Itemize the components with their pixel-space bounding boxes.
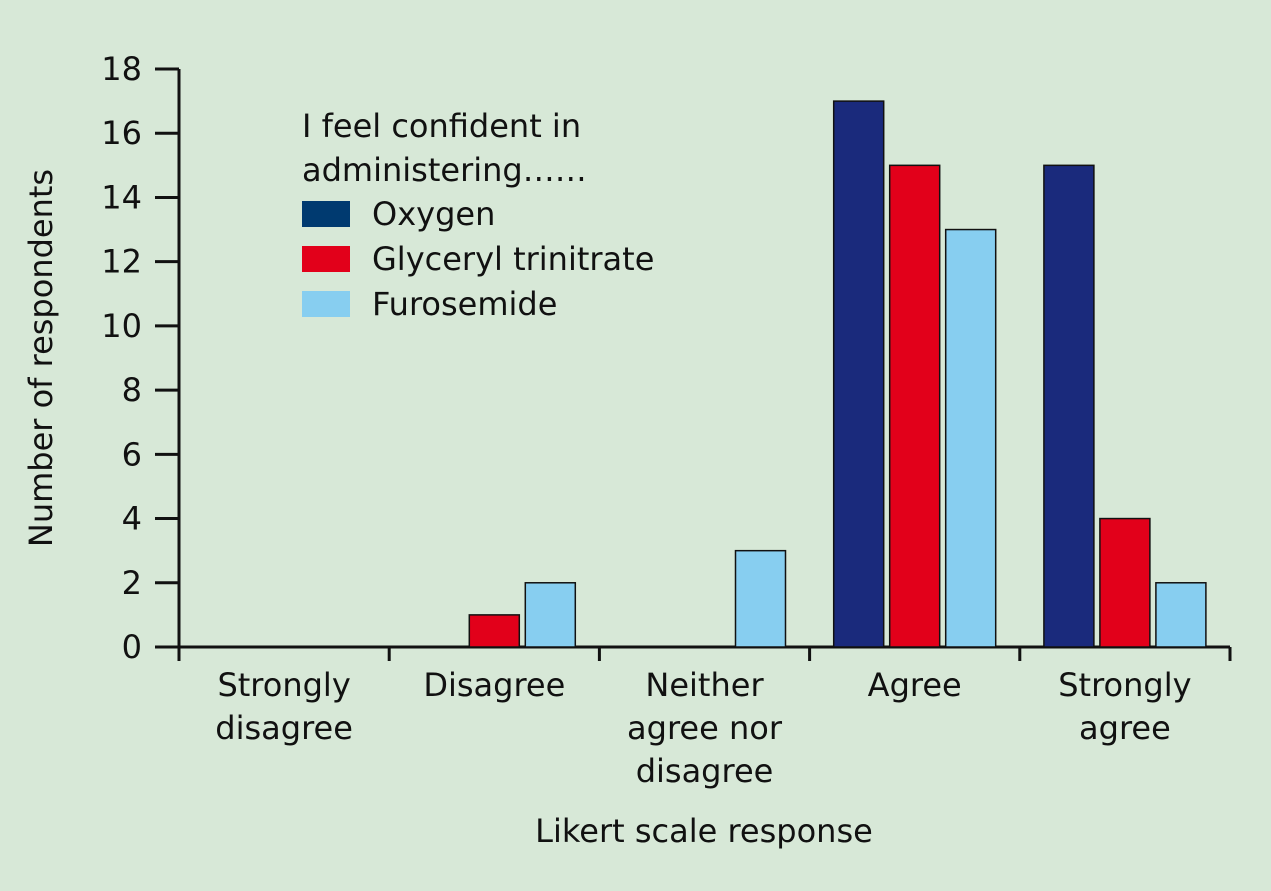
y-tick-label: 12 (101, 243, 142, 281)
y-axis: 0 2 4 6 8 10 12 14 16 18 (101, 50, 181, 666)
x-category-label: Neither agree nor disagree (627, 666, 783, 790)
bars (468, 100, 1207, 648)
x-category-label-line: Neither (645, 666, 764, 704)
y-tick-label: 10 (101, 307, 142, 345)
legend-label: Oxygen (372, 195, 495, 233)
bar-furosemide (944, 228, 997, 648)
y-tick-label: 18 (101, 50, 142, 88)
bar-furosemide (734, 549, 787, 648)
legend-title: I feel confident in (302, 107, 581, 145)
y-tick-label: 8 (122, 371, 142, 409)
x-category-label-line: Strongly (1058, 666, 1191, 704)
bar-oxygen (832, 100, 885, 648)
legend-title: administering…… (302, 151, 587, 189)
x-axis-title: Likert scale response (535, 812, 873, 850)
x-category-label-line: Disagree (423, 666, 565, 704)
bar-glyceryl-trinitrate (1099, 517, 1151, 648)
x-category-label: Agree (868, 666, 962, 704)
x-category-label: Strongly disagree (215, 666, 353, 747)
bar-glyceryl-trinitrate (468, 614, 521, 648)
x-category-label-line: disagree (215, 709, 353, 747)
y-axis-title: Number of respondents (22, 169, 60, 547)
bar-furosemide (1155, 582, 1207, 648)
y-tick-label: 16 (101, 114, 142, 152)
y-tick-label: 4 (122, 500, 142, 538)
legend-swatch (302, 291, 350, 317)
x-category-label: Strongly agree (1058, 666, 1191, 747)
x-category-label-line: agree (1079, 709, 1171, 747)
legend-swatch (302, 246, 350, 272)
x-category-label-line: Strongly (217, 666, 350, 704)
x-category-label: Disagree (423, 666, 565, 704)
legend-label: Glyceryl trinitrate (372, 240, 654, 278)
x-category-label-line: Agree (868, 666, 962, 704)
y-tick-label: 0 (122, 628, 142, 666)
y-tick-label: 14 (101, 178, 142, 216)
x-category-label-line: disagree (636, 752, 774, 790)
legend: I feel confident in administering…… Oxygen… (302, 107, 654, 323)
bar-oxygen (1043, 164, 1095, 648)
y-tick-label: 6 (122, 435, 142, 473)
bar-furosemide (524, 582, 577, 648)
legend-label: Furosemide (372, 285, 557, 323)
x-category-label-line: agree nor (627, 709, 783, 747)
legend-swatch (302, 201, 350, 227)
bar-glyceryl-trinitrate (888, 164, 941, 648)
x-axis: Strongly disagree Disagree Neither agree nor… (177, 645, 1232, 790)
y-tick-label: 2 (122, 564, 142, 602)
